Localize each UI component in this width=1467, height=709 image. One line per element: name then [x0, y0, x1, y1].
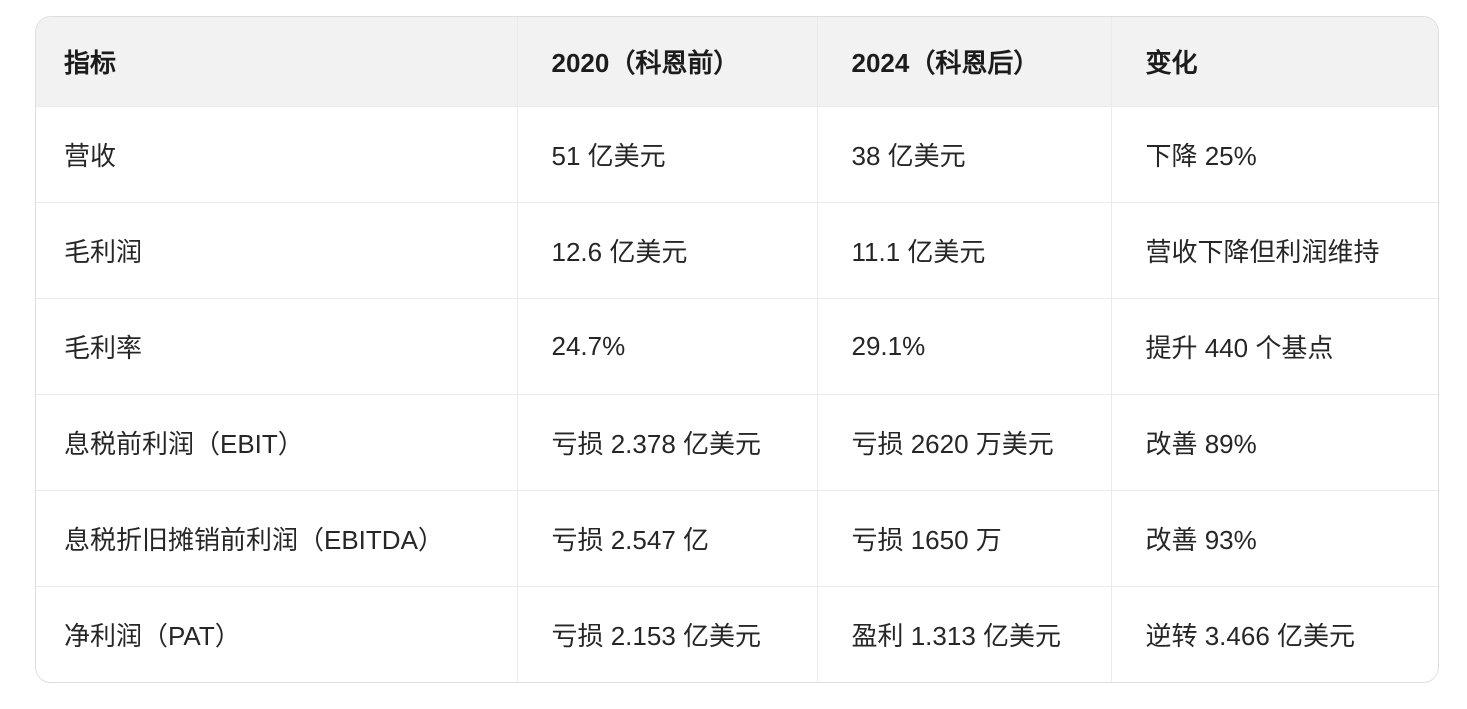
table-cell: 营收: [36, 106, 517, 203]
table-cell: 营收下降但利润维持: [1110, 202, 1438, 299]
table-cell: 改善 93%: [1110, 490, 1438, 587]
column-header-metric: 指标: [36, 17, 517, 107]
table-cell: 亏损 1650 万: [816, 490, 1111, 587]
table-cell: 亏损 2.153 亿美元: [516, 586, 817, 682]
table-cell: 毛利率: [36, 298, 517, 395]
table-row-net-profit: 净利润（PAT） 亏损 2.153 亿美元 盈利 1.313 亿美元 逆转 3.…: [36, 586, 1438, 682]
table-row-revenue: 营收 51 亿美元 38 亿美元 下降 25%: [36, 106, 1438, 203]
table-cell: 12.6 亿美元: [516, 202, 817, 299]
table-row-ebitda: 息税折旧摊销前利润（EBITDA） 亏损 2.547 亿 亏损 1650 万 改…: [36, 490, 1438, 587]
column-header-2020-pre: 2020（科恩前）: [516, 17, 817, 107]
table-cell: 亏损 2620 万美元: [816, 394, 1111, 491]
table-cell: 息税前利润（EBIT）: [36, 394, 517, 491]
table-cell: 亏损 2.378 亿美元: [516, 394, 817, 491]
table-cell: 改善 89%: [1110, 394, 1438, 491]
table-header-row: 指标 2020（科恩前） 2024（科恩后） 变化: [36, 17, 1438, 107]
column-header-change: 变化: [1110, 17, 1438, 107]
table-cell: 毛利润: [36, 202, 517, 299]
table-cell: 11.1 亿美元: [816, 202, 1111, 299]
financial-comparison-table: 指标 2020（科恩前） 2024（科恩后） 变化 营收 51 亿美元 38 亿…: [36, 17, 1438, 682]
table-cell: 逆转 3.466 亿美元: [1110, 586, 1438, 682]
table-cell: 净利润（PAT）: [36, 586, 517, 682]
column-header-2024-post: 2024（科恩后）: [816, 17, 1111, 107]
table-cell: 38 亿美元: [816, 106, 1111, 203]
table-cell: 提升 440 个基点: [1110, 298, 1438, 395]
table-row-ebit: 息税前利润（EBIT） 亏损 2.378 亿美元 亏损 2620 万美元 改善 …: [36, 394, 1438, 491]
table-cell: 息税折旧摊销前利润（EBITDA）: [36, 490, 517, 587]
table-cell: 51 亿美元: [516, 106, 817, 203]
table-row-gross-profit: 毛利润 12.6 亿美元 11.1 亿美元 营收下降但利润维持: [36, 202, 1438, 299]
table-cell: 24.7%: [516, 298, 817, 395]
table-cell: 盈利 1.313 亿美元: [816, 586, 1111, 682]
table-cell: 29.1%: [816, 298, 1111, 395]
table-cell: 下降 25%: [1110, 106, 1438, 203]
table-cell: 亏损 2.547 亿: [516, 490, 817, 587]
financial-comparison-table-card: 指标 2020（科恩前） 2024（科恩后） 变化 营收 51 亿美元 38 亿…: [35, 16, 1439, 683]
table-row-gross-margin: 毛利率 24.7% 29.1% 提升 440 个基点: [36, 298, 1438, 395]
